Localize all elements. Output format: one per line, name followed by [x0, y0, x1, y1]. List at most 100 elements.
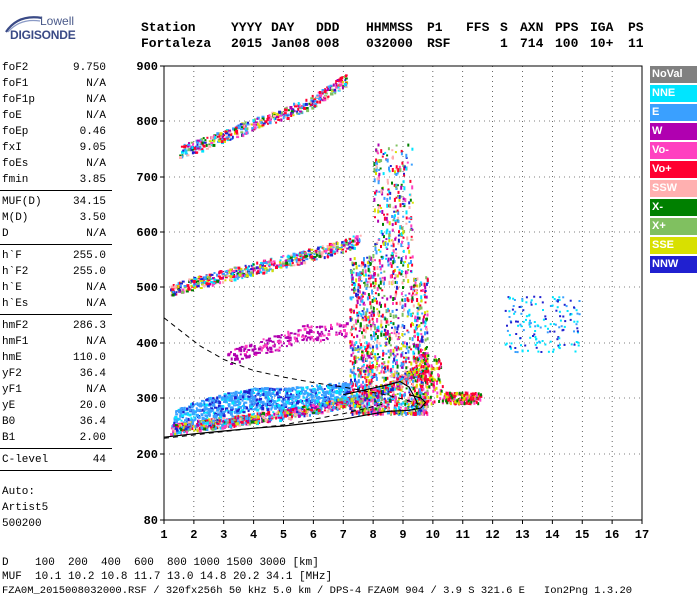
echo-point — [262, 262, 265, 264]
echo-point — [385, 238, 388, 241]
echo-point — [250, 391, 253, 395]
echo-point — [404, 303, 407, 308]
echo-point — [359, 284, 362, 289]
echo-point — [420, 409, 423, 414]
echo-point — [354, 236, 357, 240]
echo-point — [238, 424, 241, 427]
echo-point — [315, 412, 319, 415]
echo-point — [270, 407, 273, 411]
echo-point — [408, 217, 411, 220]
echo-point — [415, 289, 417, 293]
echo-point — [420, 306, 423, 310]
echo-point — [211, 398, 214, 401]
echo-point — [239, 417, 242, 421]
echo-point — [301, 334, 304, 337]
echo-point — [418, 343, 421, 347]
echo-point — [405, 398, 408, 403]
echo-point — [302, 396, 306, 399]
echo-point — [352, 344, 355, 348]
echo-point — [367, 373, 370, 377]
echo-point — [301, 390, 304, 394]
echo-point — [190, 417, 193, 421]
echo-point — [208, 143, 211, 146]
logo-digisonde-text: DIGISONDE — [10, 28, 76, 42]
echo-point — [295, 409, 298, 413]
echo-point — [262, 391, 265, 394]
echo-point — [402, 261, 405, 264]
echo-point — [247, 410, 250, 412]
echo-point — [338, 382, 341, 385]
echo-point — [351, 361, 354, 366]
echo-point — [424, 364, 427, 369]
echo-point — [273, 118, 277, 121]
echo-point — [399, 392, 402, 397]
echo-point — [222, 133, 225, 136]
echo-point — [271, 116, 275, 119]
echo-point — [212, 417, 215, 420]
echo-point — [398, 268, 401, 271]
echo-point — [274, 412, 277, 415]
echo-point — [287, 416, 291, 420]
echo-point — [358, 358, 361, 361]
echo-point — [409, 368, 412, 372]
echo-point — [219, 276, 223, 280]
echo-point — [426, 385, 429, 389]
echo-point — [329, 389, 332, 392]
echo-point — [224, 397, 227, 401]
echo-point — [373, 373, 376, 376]
echo-point — [391, 280, 394, 285]
echo-point — [380, 271, 383, 274]
echo-point — [224, 419, 228, 422]
echo-point — [205, 143, 208, 147]
echo-point — [365, 323, 368, 327]
echo-point — [405, 345, 408, 350]
echo-point — [391, 215, 394, 218]
echo-point — [355, 392, 358, 397]
echo-point — [366, 387, 369, 390]
echo-point — [351, 411, 354, 416]
echo-point — [357, 394, 360, 398]
echo-point — [377, 330, 380, 333]
echo-point — [364, 376, 367, 380]
echo-point — [222, 419, 225, 423]
echo-point — [391, 181, 393, 185]
echo-point — [280, 334, 283, 336]
echo-point — [393, 404, 396, 407]
echo-point — [262, 338, 265, 341]
echo-point — [352, 246, 356, 250]
echo-point — [247, 413, 251, 416]
echo-point — [407, 349, 410, 354]
echo-point — [362, 311, 365, 316]
echo-point — [257, 400, 261, 404]
echo-point — [293, 103, 297, 107]
echo-point — [290, 254, 293, 257]
echo-point — [288, 338, 292, 342]
echo-point — [250, 405, 253, 409]
echo-point — [387, 263, 390, 267]
echo-point — [424, 301, 427, 304]
echo-point — [286, 255, 289, 258]
echo-point — [424, 311, 426, 315]
echo-point — [196, 147, 200, 150]
echo-point — [402, 264, 405, 267]
echo-point — [420, 359, 423, 363]
x-tick-label: 8 — [370, 528, 377, 542]
echo-point — [180, 429, 184, 432]
echo-point — [427, 364, 430, 368]
echo-point — [396, 364, 399, 369]
echo-point — [356, 300, 359, 305]
echo-point — [351, 239, 355, 243]
echo-point — [298, 395, 301, 399]
echo-point — [334, 396, 336, 399]
echo-point — [187, 148, 191, 152]
echo-point — [396, 184, 399, 187]
echo-point — [361, 316, 364, 319]
echo-point — [248, 420, 252, 423]
echo-point — [353, 374, 356, 379]
echo-point — [416, 284, 419, 288]
echo-point — [377, 325, 380, 330]
param-name: foF1 — [2, 78, 29, 90]
echo-point — [412, 312, 414, 315]
echo-point — [170, 427, 173, 430]
echo-point — [367, 385, 370, 390]
